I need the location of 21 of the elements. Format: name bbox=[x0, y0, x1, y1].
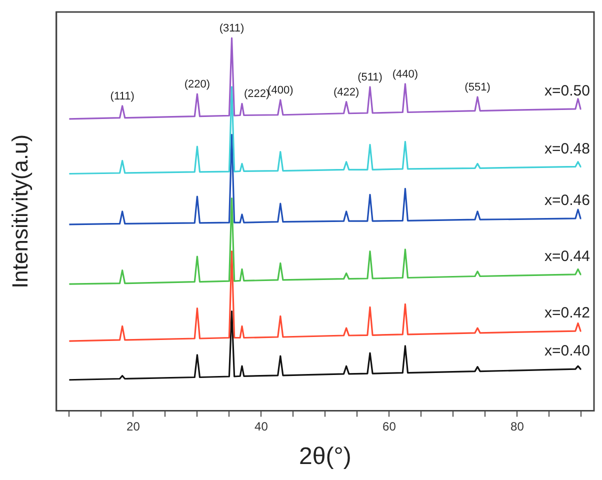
annotation: (220) bbox=[184, 78, 210, 91]
annotation: (111) bbox=[110, 90, 134, 102]
series-label: x=0.48 bbox=[544, 140, 590, 158]
series-label: x=0.46 bbox=[544, 192, 590, 210]
series-label: x=0.42 bbox=[544, 304, 590, 322]
annotation: (222) bbox=[244, 88, 270, 100]
annotation: (511) bbox=[358, 71, 382, 84]
x-tick-label: 20 bbox=[126, 419, 140, 434]
series-label: x=0.50 bbox=[544, 82, 590, 100]
x-tick-label: 60 bbox=[382, 419, 396, 434]
annotation: (440) bbox=[392, 68, 418, 80]
series-label: x=0.40 bbox=[544, 342, 590, 360]
annotation: (311) bbox=[219, 22, 244, 35]
x-axis-title: 2θ(°) bbox=[299, 443, 352, 470]
x-tick-label: 80 bbox=[510, 419, 524, 434]
x-tick-label: 40 bbox=[254, 419, 268, 434]
annotation: (400) bbox=[268, 84, 294, 96]
annotation: (551) bbox=[464, 82, 490, 94]
annotation: (422) bbox=[333, 86, 360, 98]
series-label: x=0.44 bbox=[544, 248, 590, 266]
y-axis-title: Intensitivity(a.u) bbox=[7, 134, 32, 288]
